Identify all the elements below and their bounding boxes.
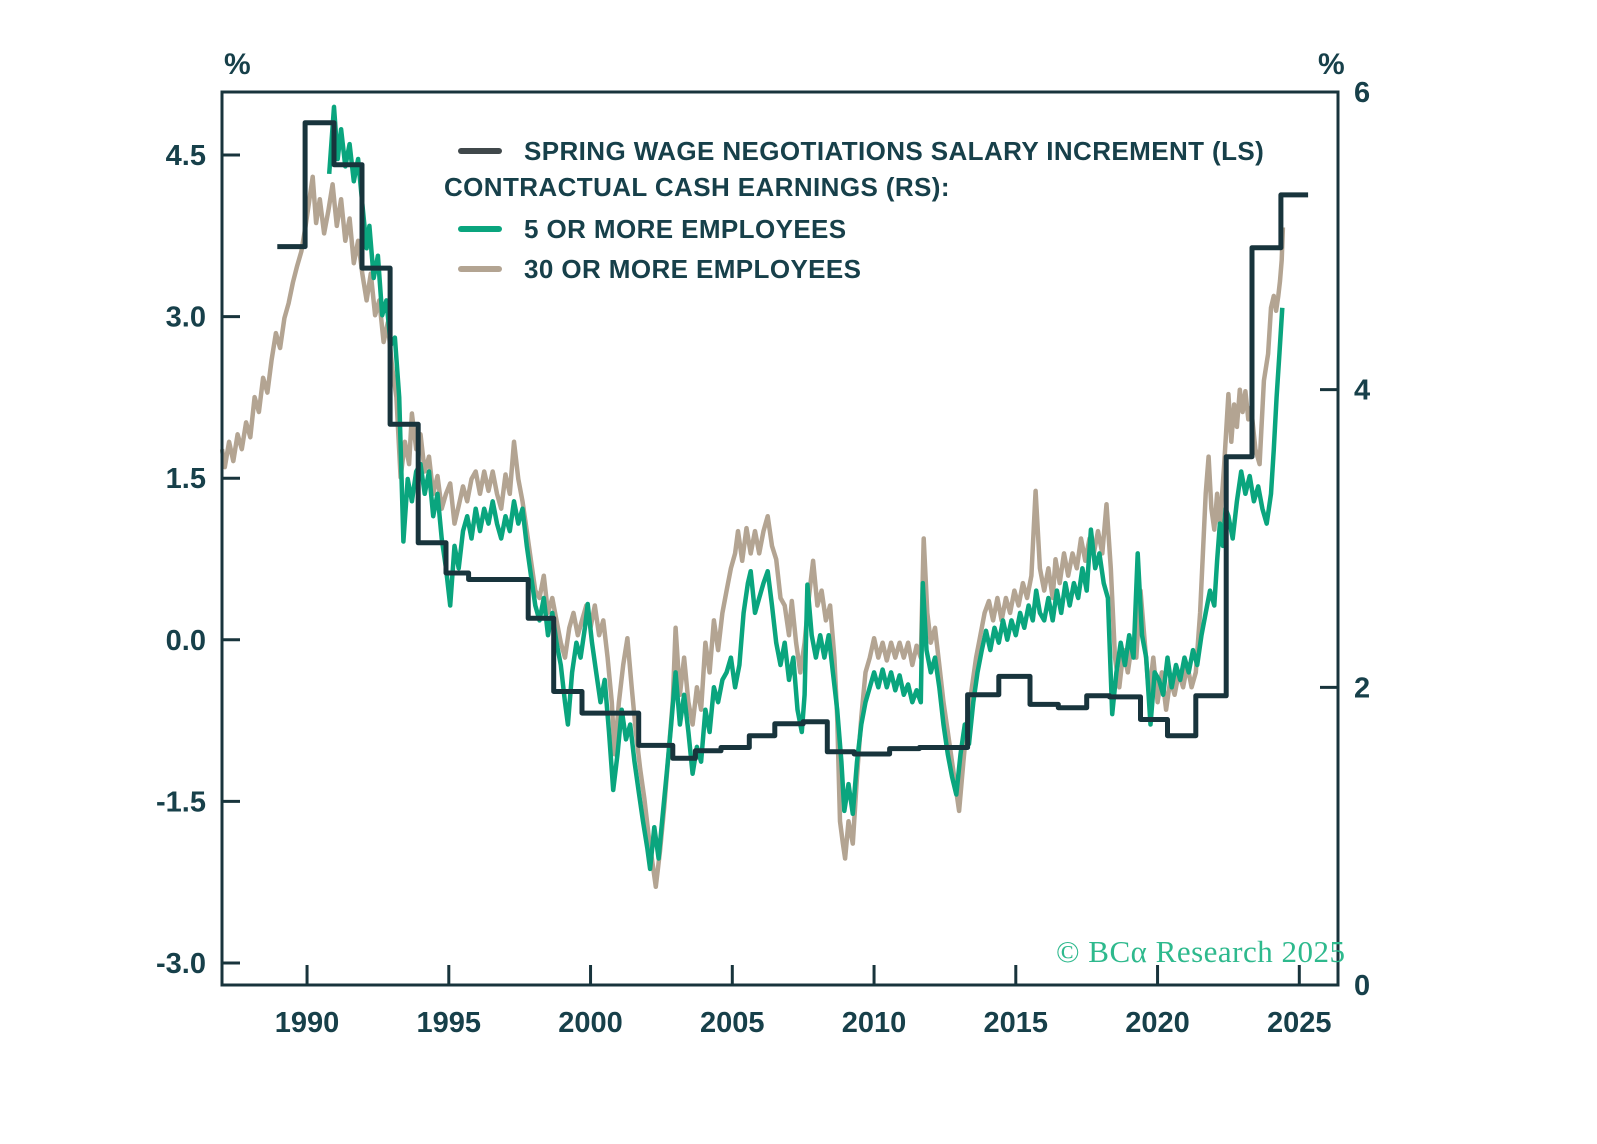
x-axis-tick-label: 2020: [1125, 1007, 1190, 1039]
legend-group-contractual-cash-earnings: CONTRACTUAL CASH EARNINGS (RS):: [444, 170, 950, 204]
series-line-cce5: [326, 104, 1285, 872]
left-axis-unit-label: %: [224, 48, 251, 81]
legend-label-spring-wage: SPRING WAGE NEGOTIATIONS SALARY INCREMEN…: [524, 135, 1265, 166]
x-axis-tick-label: 1990: [275, 1007, 340, 1039]
legend-swatch-navy-line-icon: [458, 148, 502, 154]
left-axis-tick-label: 0.0: [166, 625, 206, 657]
left-axis-tick-label: 3.0: [166, 302, 206, 334]
x-axis-tick-label: 1995: [417, 1007, 482, 1039]
legend-swatch-green-line-icon: [458, 226, 502, 232]
legend-label-5-or-more: 5 OR MORE EMPLOYEES: [524, 213, 847, 244]
x-axis-tick-label: 2005: [700, 1007, 765, 1039]
x-axis-tick-label: 2000: [558, 1007, 623, 1039]
legend-item-5-or-more: 5 OR MORE EMPLOYEES: [458, 212, 847, 246]
left-axis-tick-label: 4.5: [166, 140, 206, 172]
legend-label-contractual-cash-earnings: CONTRACTUAL CASH EARNINGS (RS):: [444, 171, 950, 202]
legend-item-30-or-more: 30 OR MORE EMPLOYEES: [458, 252, 861, 286]
right-axis-tick-label: 0: [1354, 970, 1370, 1002]
right-axis-tick-label: 2: [1354, 672, 1370, 704]
x-axis-tick-label: 2010: [842, 1007, 907, 1039]
right-axis-tick-label: 6: [1354, 77, 1370, 109]
plot-border: [220, 90, 1340, 987]
left-axis-tick-label: -3.0: [156, 948, 206, 980]
series-layer: [220, 104, 1309, 890]
x-axis-tick-label: 2015: [984, 1007, 1049, 1039]
bca-research-watermark: © BCα Research 2025: [1056, 934, 1346, 969]
x-axis-tick-label: 2025: [1267, 1007, 1332, 1039]
legend-label-30-or-more: 30 OR MORE EMPLOYEES: [524, 253, 862, 284]
left-axis-tick-label: -1.5: [156, 786, 206, 818]
left-axis-tick-label: 1.5: [166, 463, 206, 495]
series-line-shunto: [277, 120, 1309, 761]
legend-item-spring-wage: SPRING WAGE NEGOTIATIONS SALARY INCREMEN…: [458, 134, 1264, 168]
right-axis-unit-label: %: [1318, 48, 1345, 81]
right-axis-tick-label: 4: [1354, 375, 1370, 407]
legend-swatch-taupe-line-icon: [458, 266, 502, 272]
